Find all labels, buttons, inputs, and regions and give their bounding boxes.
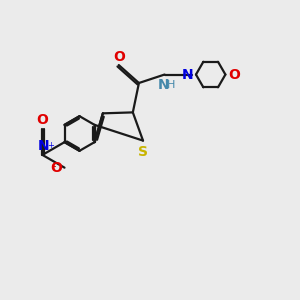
Text: -: - — [52, 160, 56, 173]
Text: O: O — [228, 68, 240, 82]
Text: O: O — [37, 113, 48, 127]
Text: S: S — [138, 145, 148, 158]
Text: +: + — [47, 141, 54, 150]
Text: O: O — [113, 50, 125, 64]
Text: N: N — [157, 78, 169, 92]
Text: O: O — [50, 161, 62, 175]
Text: N: N — [182, 68, 194, 82]
Text: N: N — [38, 139, 50, 152]
Text: H: H — [167, 80, 176, 90]
